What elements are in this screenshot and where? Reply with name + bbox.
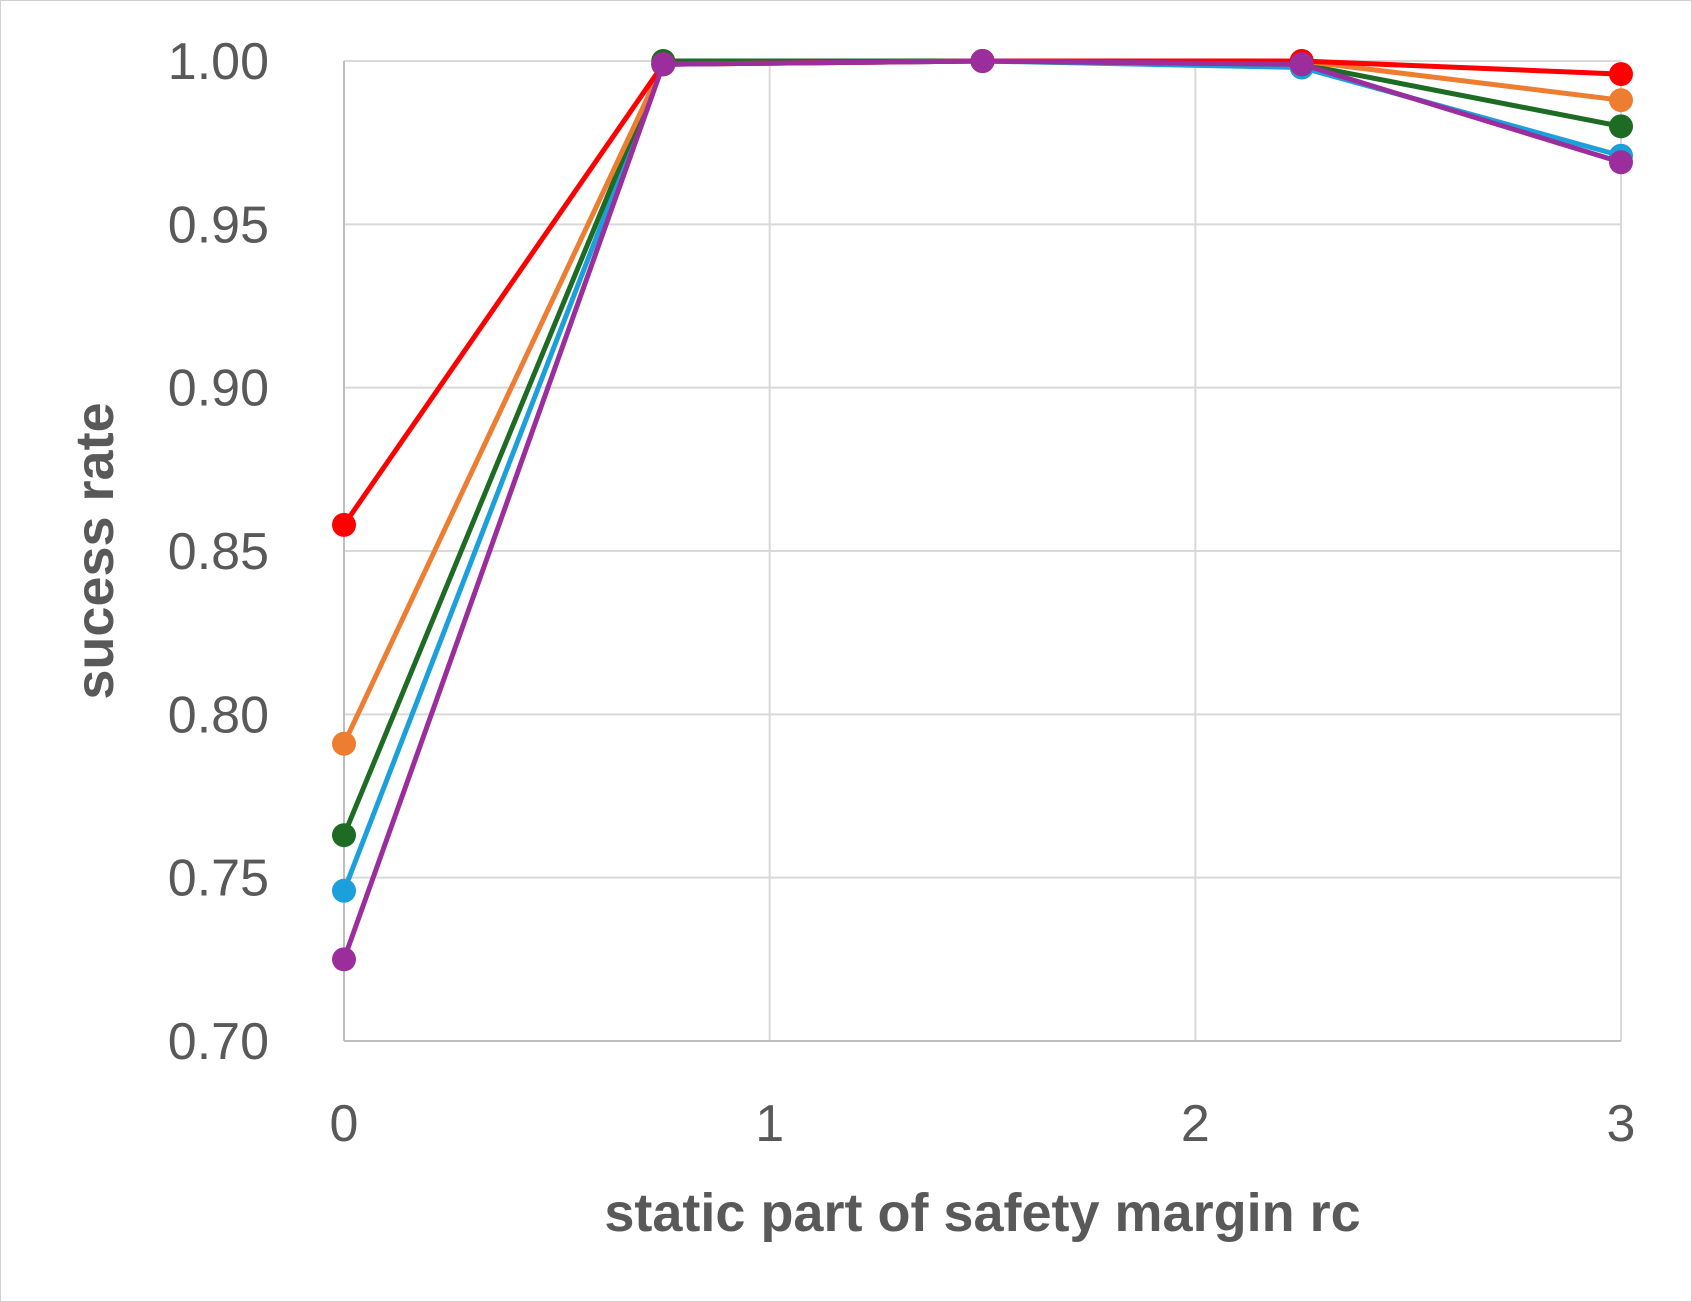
data-point	[651, 52, 676, 77]
series-line	[341, 58, 1622, 745]
data-point	[332, 878, 356, 903]
y-tick-label: 0.75	[168, 850, 269, 908]
x-tick-label: 2	[1181, 1095, 1210, 1153]
data-point	[332, 512, 356, 537]
series-line	[341, 58, 1622, 527]
y-tick-label: 0.85	[168, 523, 269, 581]
data-point	[332, 731, 356, 756]
x-tick-labels: 0 1 2 3	[330, 1095, 1636, 1153]
data-point	[1289, 52, 1314, 77]
series-3	[332, 49, 1633, 756]
data-point	[970, 49, 995, 73]
series-4	[332, 49, 1633, 537]
y-tick-label: 1.00	[168, 33, 269, 91]
y-tick-label: 0.90	[168, 360, 269, 418]
x-axis-title: static part of safety margin rc	[604, 1183, 1360, 1243]
data-point	[1609, 114, 1633, 139]
x-tick-label: 3	[1607, 1095, 1636, 1153]
y-tick-labels: 0.70 0.75 0.80 0.85 0.90 0.95 1.00	[168, 33, 269, 1071]
data-point	[1609, 62, 1633, 87]
series-1	[332, 49, 1633, 903]
series-line	[341, 58, 1622, 837]
axes	[343, 61, 1621, 1042]
y-tick-label: 0.95	[168, 196, 269, 254]
y-tick-label: 0.80	[168, 686, 269, 744]
series	[332, 49, 1633, 972]
x-tick-label: 1	[755, 1095, 784, 1153]
y-axis-title: sucess rate	[65, 402, 125, 699]
series-line	[341, 58, 1622, 961]
series-5	[332, 49, 1633, 972]
series-line	[341, 58, 1622, 892]
gridlines	[344, 60, 1622, 1041]
data-point	[332, 823, 356, 848]
data-point	[1609, 150, 1633, 175]
x-tick-label: 0	[330, 1095, 359, 1153]
data-point	[1609, 88, 1633, 113]
data-point	[332, 947, 356, 972]
y-tick-label: 0.70	[168, 1013, 269, 1071]
